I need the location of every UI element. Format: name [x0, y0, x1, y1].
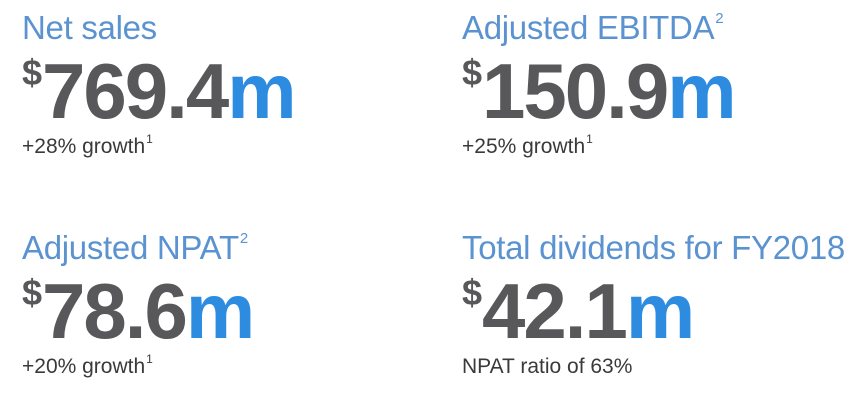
metric-number: 42.1 [482, 267, 628, 355]
metric-note-footnote: 1 [146, 132, 153, 146]
metric-note-footnote: 1 [586, 132, 593, 146]
metric-value: $78.6m [22, 272, 422, 350]
metric-title-text: Total dividends for FY2018 [462, 229, 845, 266]
metric-note-text: +25% growth [462, 135, 586, 158]
metric-number: 78.6 [42, 267, 188, 355]
metric-note-footnote: 1 [146, 352, 153, 366]
metric-title: Adjusted NPAT2 [22, 226, 422, 270]
metric-value: $769.4m [22, 52, 422, 130]
metric-note-text: +28% growth [22, 135, 146, 158]
metric-card-net-sales: Net sales $769.4m +28% growth1 [22, 6, 422, 160]
metric-unit: m [185, 267, 255, 355]
metric-number: 150.9 [482, 47, 669, 135]
metric-note: NPAT ratio of 63% [462, 354, 848, 380]
metric-note: +20% growth1 [22, 352, 422, 380]
metric-title-text: Net sales [22, 9, 157, 46]
metric-card-adjusted-npat: Adjusted NPAT2 $78.6m +20% growth1 [22, 226, 422, 380]
metric-unit: m [227, 47, 296, 135]
currency-symbol: $ [22, 52, 42, 93]
metric-unit: m [625, 267, 695, 355]
metric-note: +25% growth1 [462, 132, 848, 160]
metric-title-footnote: 2 [715, 10, 724, 27]
metric-value: $42.1m [462, 272, 848, 350]
currency-symbol: $ [462, 272, 482, 313]
metric-card-adjusted-ebitda: Adjusted EBITDA2 $150.9m +25% growth1 [462, 6, 848, 160]
metric-card-total-dividends: Total dividends for FY2018 $42.1m NPAT r… [462, 226, 848, 380]
metric-title-text: Adjusted EBITDA [462, 9, 715, 46]
metric-number: 769.4 [42, 47, 229, 135]
metric-value: $150.9m [462, 52, 848, 130]
metric-note-text: NPAT ratio of 63% [462, 355, 633, 378]
currency-symbol: $ [22, 272, 42, 313]
metric-note-text: +20% growth [22, 355, 146, 378]
currency-symbol: $ [462, 52, 482, 93]
metric-title: Net sales [22, 6, 422, 50]
metric-unit: m [667, 47, 736, 135]
metric-note: +28% growth1 [22, 132, 422, 160]
metric-title-text: Adjusted NPAT [22, 229, 239, 266]
metric-title-footnote: 2 [239, 230, 248, 247]
metric-title: Total dividends for FY2018 [462, 226, 848, 270]
metric-title: Adjusted EBITDA2 [462, 6, 848, 50]
